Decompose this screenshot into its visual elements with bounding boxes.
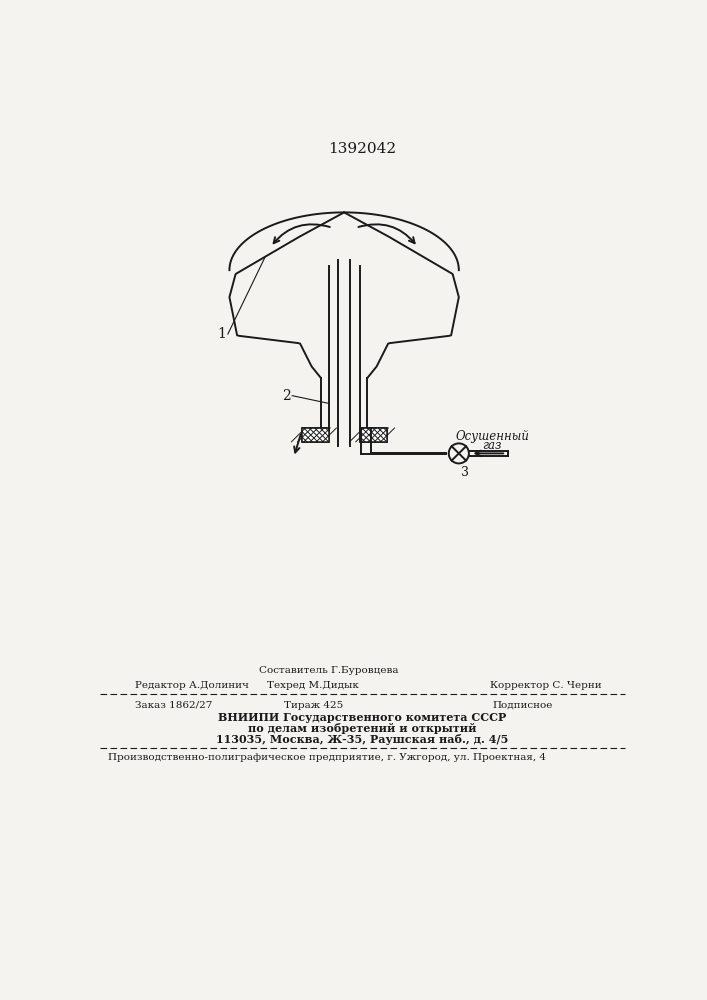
Text: по делам изобретений и открытий: по делам изобретений и открытий [247,723,477,734]
Text: Осушенный: Осушенный [455,430,529,443]
Text: Корректор С. Черни: Корректор С. Черни [490,681,602,690]
Bar [301,428,329,442]
Text: 3: 3 [461,466,469,479]
Text: 1392042: 1392042 [328,142,396,156]
Text: ВНИИПИ Государственного комитета СССР: ВНИИПИ Государственного комитета СССР [218,712,506,723]
Text: Редактор А.Долинич: Редактор А.Долинич [135,681,249,690]
Text: Заказ 1862/27: Заказ 1862/27 [135,701,212,710]
Bar [360,428,387,442]
Text: Производственно-полиграфическое предприятие, г. Ужгород, ул. Проектная, 4: Производственно-полиграфическое предприя… [107,753,546,762]
Text: 1: 1 [217,327,226,341]
Text: Тираж 425: Тираж 425 [284,701,343,710]
Text: 113035, Москва, Ж-35, Раушская наб., д. 4/5: 113035, Москва, Ж-35, Раушская наб., д. … [216,734,508,745]
Text: Составитель Г.Буровцева: Составитель Г.Буровцева [259,666,398,675]
Text: 2: 2 [281,389,291,403]
Text: Подписное: Подписное [492,701,553,710]
Text: газ: газ [482,439,502,452]
Bar [360,428,387,442]
Text: Техред М.Дидык: Техред М.Дидык [267,681,359,690]
Bar [301,428,329,442]
